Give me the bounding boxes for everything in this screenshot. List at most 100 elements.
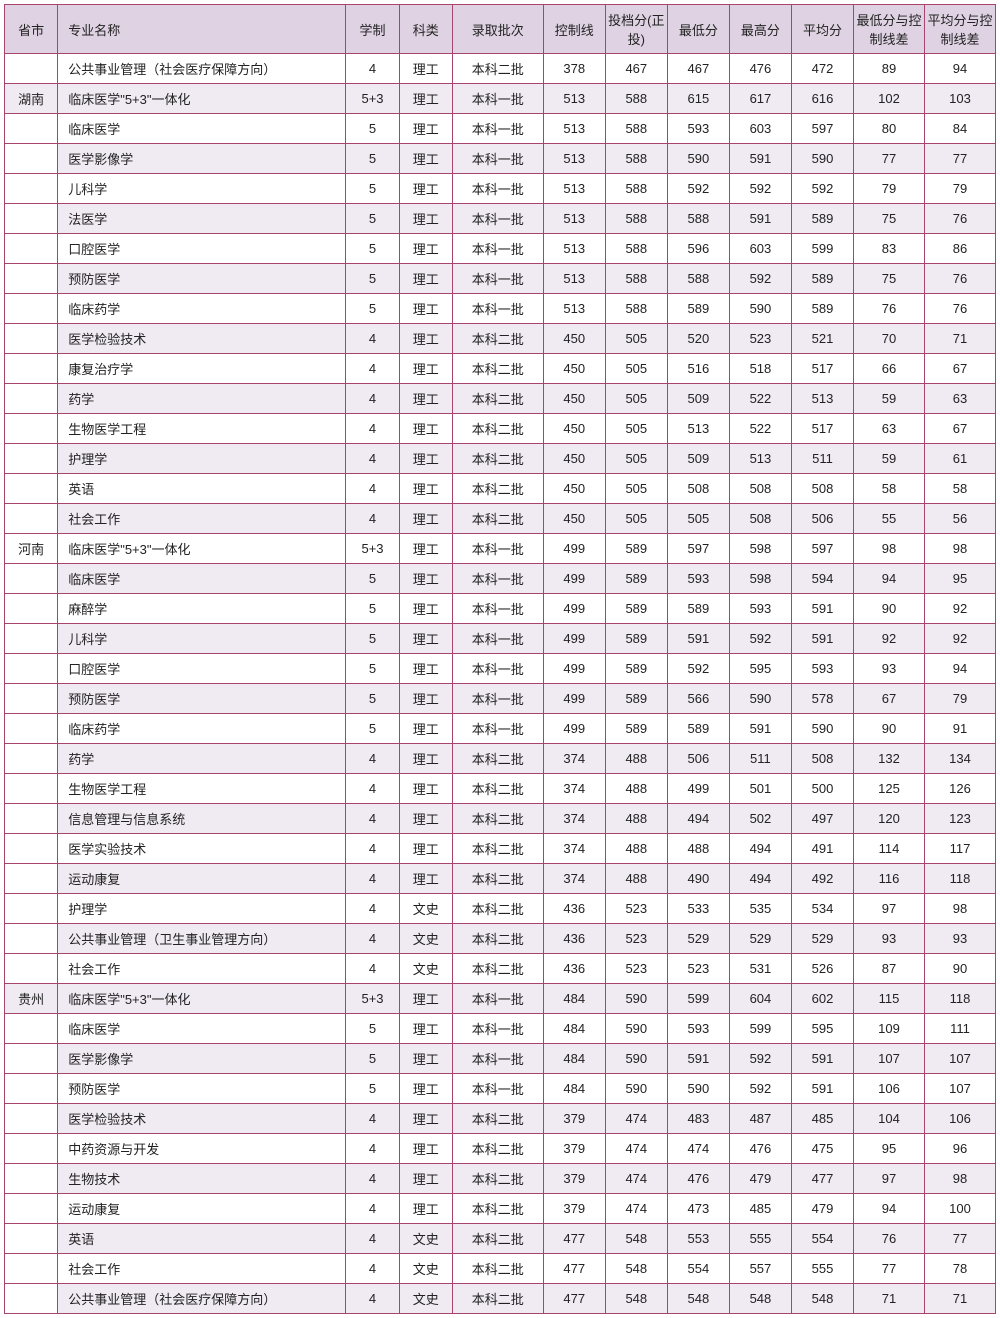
table-row: 药学4理工本科二批4505055095225135963	[5, 384, 996, 414]
data-cell: 理工	[399, 1074, 452, 1104]
table-row: 医学检验技术4理工本科二批4505055205235217071	[5, 324, 996, 354]
data-cell: 5	[346, 144, 399, 174]
data-cell: 484	[543, 1074, 605, 1104]
data-cell: 4	[346, 864, 399, 894]
data-cell: 589	[605, 564, 667, 594]
column-header: 控制线	[543, 5, 605, 54]
data-cell: 理工	[399, 1164, 452, 1194]
data-cell: 436	[543, 894, 605, 924]
data-cell: 374	[543, 834, 605, 864]
data-cell: 理工	[399, 594, 452, 624]
major-cell: 公共事业管理（社会医疗保障方向）	[58, 54, 346, 84]
table-row: 医学影像学5理工本科一批5135885905915907777	[5, 144, 996, 174]
data-cell: 4	[346, 894, 399, 924]
province-cell	[5, 204, 58, 234]
data-cell: 589	[605, 594, 667, 624]
data-cell: 475	[791, 1134, 853, 1164]
data-cell: 602	[791, 984, 853, 1014]
data-cell: 450	[543, 444, 605, 474]
data-cell: 591	[729, 144, 791, 174]
data-cell: 477	[543, 1224, 605, 1254]
table-row: 护理学4文史本科二批4365235335355349798	[5, 894, 996, 924]
data-cell: 599	[791, 234, 853, 264]
table-row: 信息管理与信息系统4理工本科二批374488494502497120123	[5, 804, 996, 834]
data-cell: 5	[346, 294, 399, 324]
data-cell: 4	[346, 474, 399, 504]
data-cell: 589	[605, 714, 667, 744]
data-cell: 593	[729, 594, 791, 624]
data-cell: 4	[346, 1254, 399, 1284]
data-cell: 文史	[399, 894, 452, 924]
data-cell: 516	[667, 354, 729, 384]
column-header: 投档分(正投)	[605, 5, 667, 54]
data-cell: 67	[924, 354, 995, 384]
data-cell: 592	[729, 624, 791, 654]
data-cell: 本科二批	[452, 354, 543, 384]
data-cell: 588	[605, 294, 667, 324]
province-cell	[5, 804, 58, 834]
data-cell: 548	[605, 1284, 667, 1314]
data-cell: 592	[729, 1044, 791, 1074]
data-cell: 理工	[399, 84, 452, 114]
data-cell: 94	[924, 654, 995, 684]
province-cell	[5, 864, 58, 894]
data-cell: 文史	[399, 1284, 452, 1314]
data-cell: 本科一批	[452, 564, 543, 594]
major-cell: 口腔医学	[58, 654, 346, 684]
data-cell: 513	[543, 144, 605, 174]
data-cell: 483	[667, 1104, 729, 1134]
column-header: 科类	[399, 5, 452, 54]
table-row: 医学实验技术4理工本科二批374488488494491114117	[5, 834, 996, 864]
data-cell: 59	[854, 444, 925, 474]
data-cell: 589	[605, 654, 667, 684]
data-cell: 90	[854, 714, 925, 744]
data-cell: 590	[729, 294, 791, 324]
data-cell: 508	[667, 474, 729, 504]
data-cell: 本科二批	[452, 54, 543, 84]
major-cell: 运动康复	[58, 1194, 346, 1224]
table-row: 英语4理工本科二批4505055085085085858	[5, 474, 996, 504]
province-cell	[5, 444, 58, 474]
data-cell: 本科一批	[452, 984, 543, 1014]
data-cell: 590	[791, 714, 853, 744]
data-cell: 513	[667, 414, 729, 444]
table-row: 儿科学5理工本科一批4995895915925919292	[5, 624, 996, 654]
data-cell: 92	[924, 594, 995, 624]
data-cell: 77	[924, 1224, 995, 1254]
major-cell: 生物医学工程	[58, 414, 346, 444]
table-row: 临床药学5理工本科一批5135885895905897676	[5, 294, 996, 324]
data-cell: 488	[605, 864, 667, 894]
data-cell: 592	[729, 1074, 791, 1104]
major-cell: 法医学	[58, 204, 346, 234]
data-cell: 499	[543, 564, 605, 594]
data-cell: 472	[791, 54, 853, 84]
data-cell: 本科一批	[452, 144, 543, 174]
province-cell	[5, 264, 58, 294]
data-cell: 71	[924, 324, 995, 354]
data-cell: 597	[667, 534, 729, 564]
province-cell	[5, 774, 58, 804]
table-row: 护理学4理工本科二批4505055095135115961	[5, 444, 996, 474]
data-cell: 615	[667, 84, 729, 114]
data-cell: 本科一批	[452, 534, 543, 564]
data-cell: 450	[543, 324, 605, 354]
column-header: 专业名称	[58, 5, 346, 54]
data-cell: 616	[791, 84, 853, 114]
major-cell: 医学检验技术	[58, 324, 346, 354]
data-cell: 4	[346, 444, 399, 474]
data-cell: 87	[854, 954, 925, 984]
data-cell: 109	[854, 1014, 925, 1044]
table-row: 医学检验技术4理工本科二批379474483487485104106	[5, 1104, 996, 1134]
table-row: 预防医学5理工本科一批4995895665905786779	[5, 684, 996, 714]
data-cell: 589	[605, 534, 667, 564]
data-cell: 95	[924, 564, 995, 594]
data-cell: 450	[543, 474, 605, 504]
data-cell: 114	[854, 834, 925, 864]
data-cell: 134	[924, 744, 995, 774]
data-cell: 553	[667, 1224, 729, 1254]
province-cell	[5, 954, 58, 984]
data-cell: 107	[854, 1044, 925, 1074]
data-cell: 97	[854, 1164, 925, 1194]
data-cell: 588	[605, 174, 667, 204]
data-cell: 595	[729, 654, 791, 684]
